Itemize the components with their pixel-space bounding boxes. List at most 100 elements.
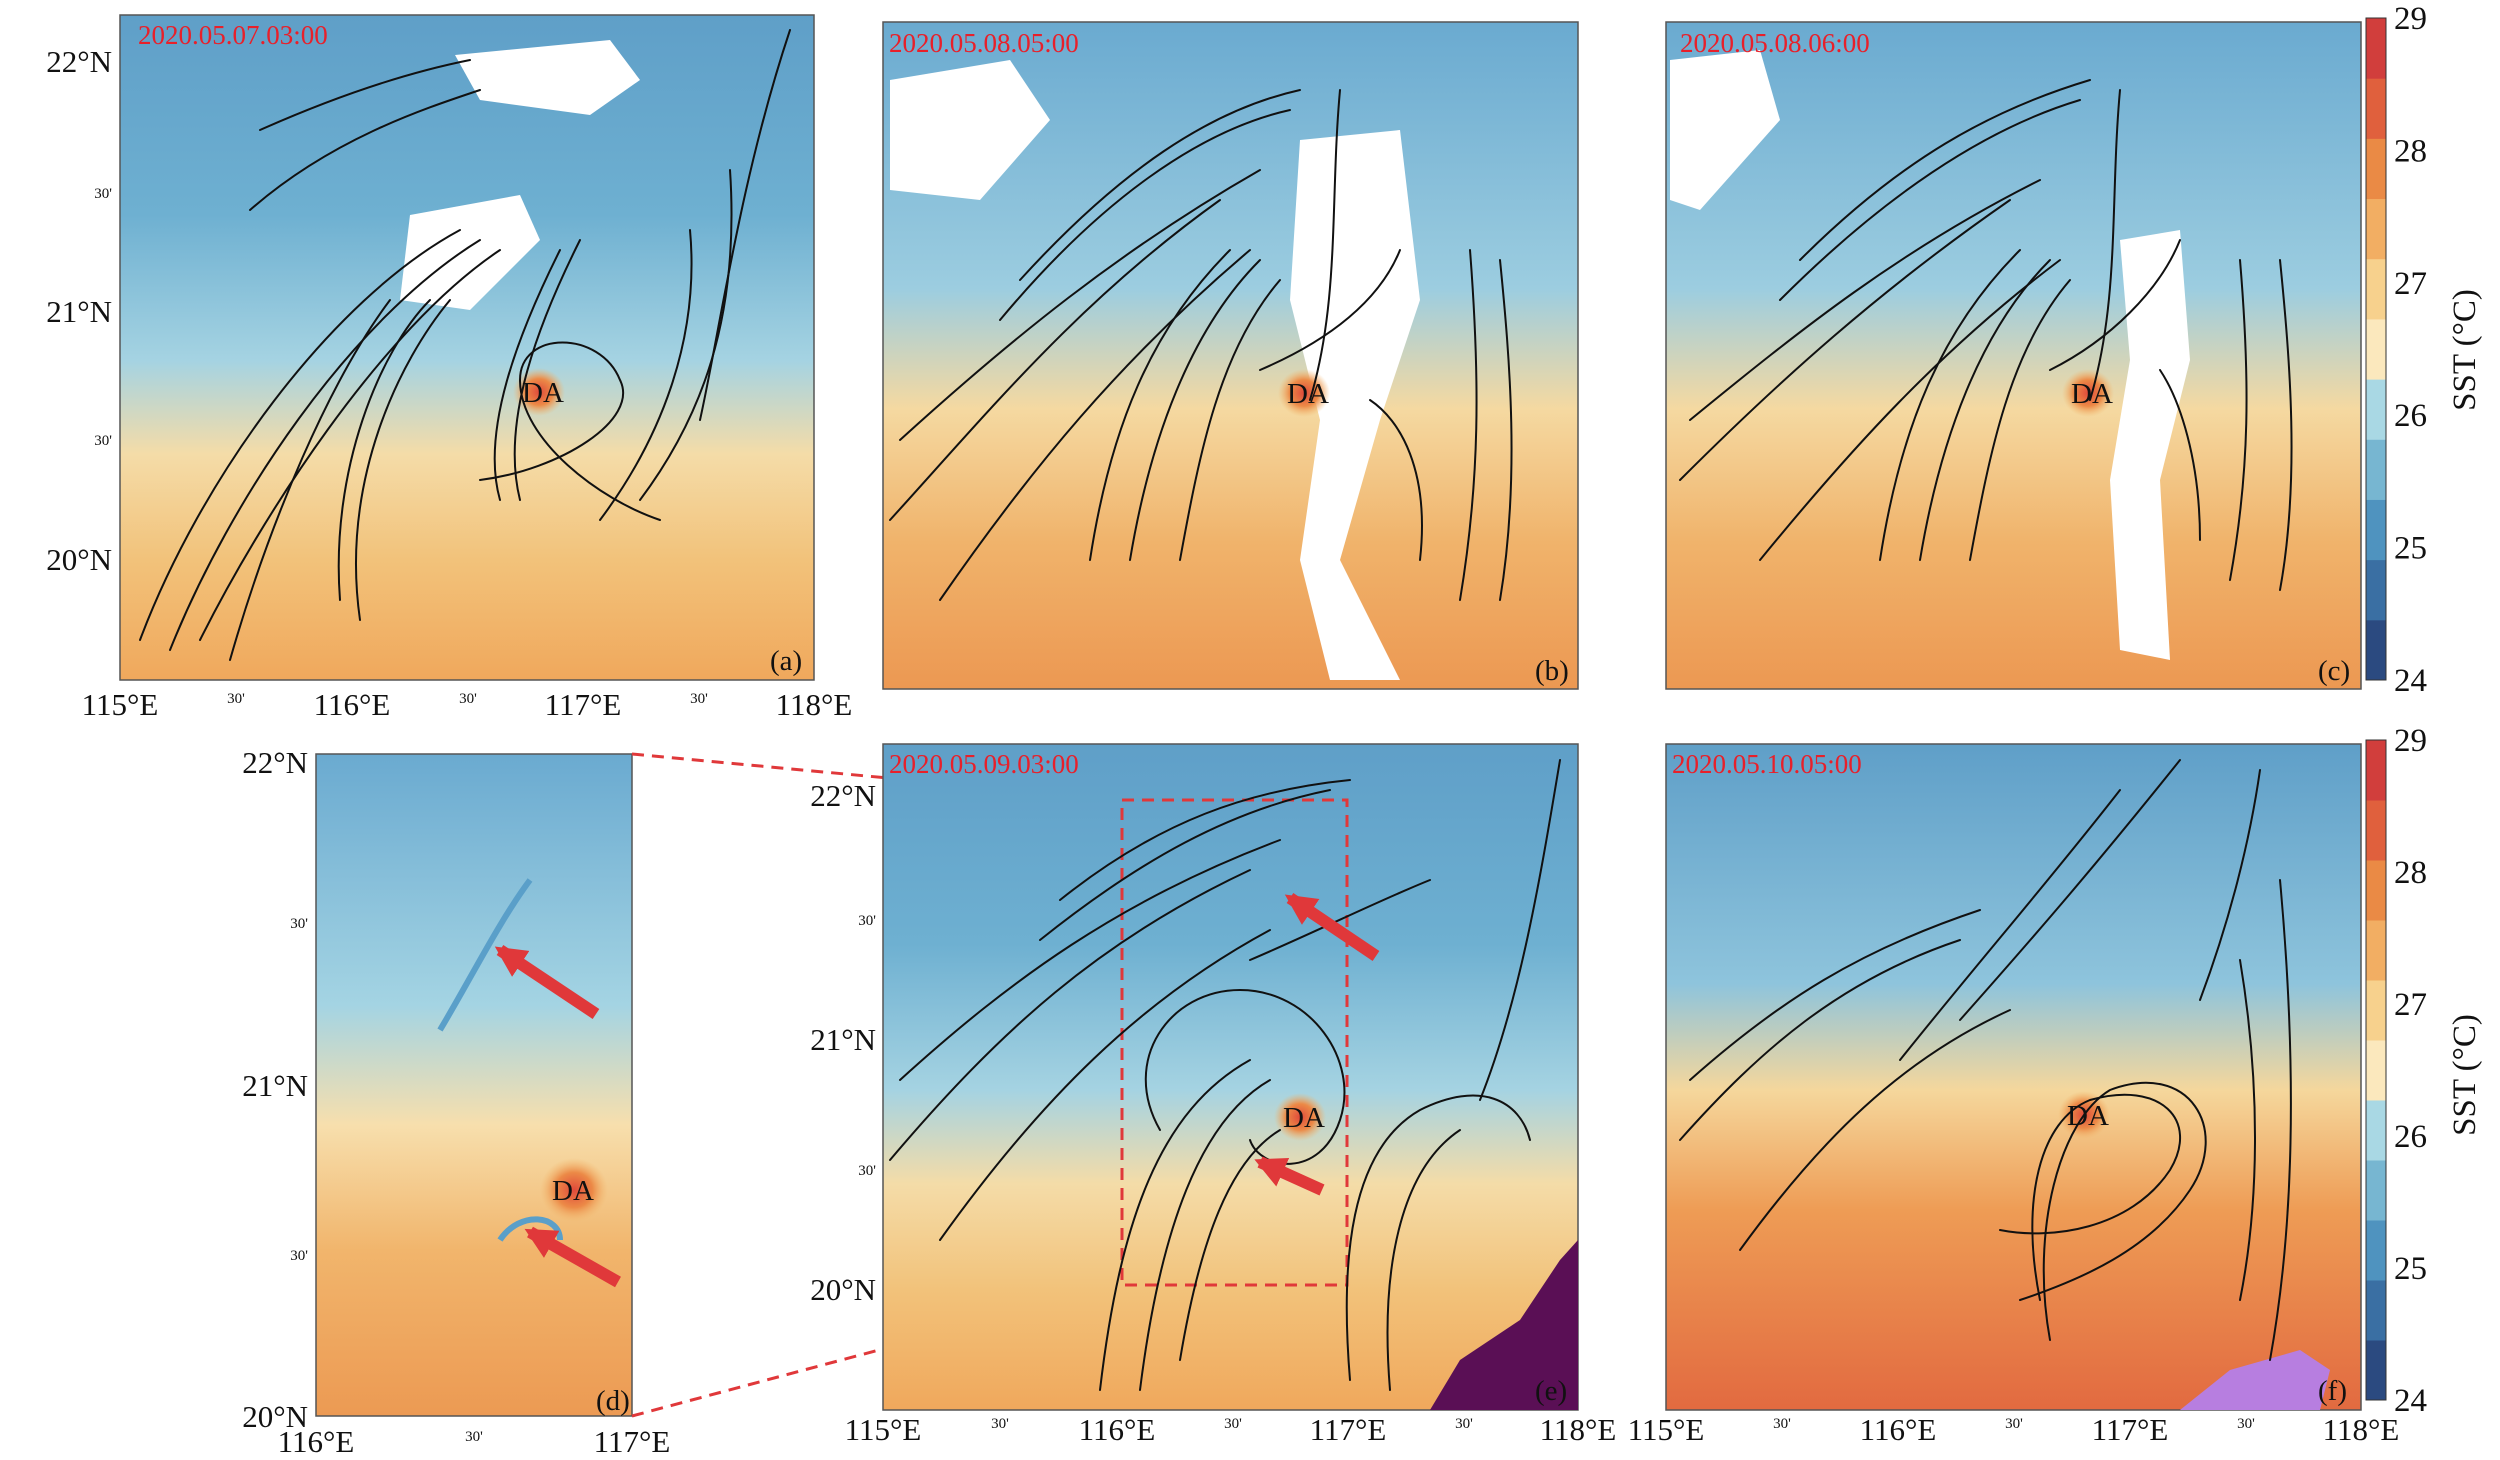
colorbar-tick-label: 27 <box>2394 987 2427 1023</box>
panel-a: 2020.05.07.03:00 DA (a) 22°N 30' 21°N 30… <box>46 14 853 722</box>
colorbar-segment <box>2366 78 2386 139</box>
colorbar-tick-label: 29 <box>2394 1 2427 37</box>
map-d-background <box>315 753 633 1417</box>
colorbar-segment <box>2366 1160 2386 1221</box>
panel-label-a: (a) <box>770 645 802 677</box>
colorbar-frame <box>2365 739 2387 1401</box>
panel-label-d: (d) <box>596 1385 630 1417</box>
map-a-background <box>119 14 815 681</box>
colorbar-segment <box>2366 920 2386 981</box>
colorbar-segment <box>2366 198 2386 260</box>
lon-117-f: 117°E <box>2092 1412 2169 1447</box>
land-cloud-mask-a <box>455 40 640 115</box>
lon-115-a: 115°E <box>82 687 159 722</box>
timestamp-b: 2020.05.08.05:00 <box>889 28 1079 58</box>
colorbar-tick-label: 25 <box>2394 531 2427 567</box>
colorbar-tick-label: 24 <box>2394 663 2427 699</box>
warm-patch-f <box>2180 1350 2330 1410</box>
panel-c: 2020.05.08.06:00 DA (c) <box>1665 21 2362 690</box>
drifter-tracks-e <box>889 759 1561 1391</box>
lon-117-e: 117°E <box>1310 1412 1387 1447</box>
lon-116-a: 116°E <box>314 687 391 722</box>
eddy-label-c: DA <box>2071 378 2113 410</box>
panel-label-c: (c) <box>2318 655 2350 687</box>
lat-22-d: 22°N <box>242 745 308 780</box>
colorbar-segment <box>2366 1220 2386 1281</box>
colorbar-tick-label: 28 <box>2394 133 2427 169</box>
lon-min3-f: 30' <box>2237 1416 2255 1432</box>
colorbar-top: 24 25 26 27 28 29 <box>2365 1 2427 699</box>
colorbar-tick-label: 24 <box>2394 1383 2427 1419</box>
eddy-label-b: DA <box>1287 378 1329 410</box>
arrow-d1 <box>494 945 600 1019</box>
colorbar-segment <box>2366 379 2386 440</box>
zoom-box-e <box>1120 798 1349 1287</box>
eddy-label-a: DA <box>522 377 564 409</box>
colorbar-segment <box>2366 1340 2386 1401</box>
arrow-e1 <box>1284 893 1380 961</box>
lon-116-e: 116°E <box>1079 1412 1156 1447</box>
eddy-label-f: DA <box>2067 1100 2109 1132</box>
colorbar-segment <box>2366 318 2386 380</box>
lon-115-f: 115°E <box>1628 1412 1705 1447</box>
drifter-tracks-f <box>1679 759 2292 1361</box>
eddy-label-d: DA <box>552 1175 594 1207</box>
lat-min1-d: 30' <box>290 916 308 932</box>
eddy-a <box>513 368 565 416</box>
lon-116-d: 116°E <box>278 1424 355 1459</box>
lon-116-f: 116°E <box>1860 1412 1937 1447</box>
colorbar-segment <box>2366 559 2386 621</box>
lat-min2-e: 30' <box>858 1163 876 1179</box>
cloud-mask-c2 <box>2110 230 2190 660</box>
lon-min1-a: 30' <box>227 691 245 707</box>
map-f-background <box>1665 743 2362 1411</box>
lat-min2-a: 30' <box>94 433 112 449</box>
colorbar-segment <box>2366 1280 2386 1341</box>
lon-min2-f: 30' <box>2005 1416 2023 1432</box>
cloud-mask-b <box>890 60 1050 200</box>
lat-21-d: 21°N <box>242 1068 308 1103</box>
colorbar-bottom: 24 25 26 27 28 29 <box>2365 723 2427 1419</box>
panel-b: 2020.05.08.05:00 DA (b) <box>882 21 1579 690</box>
colorbar-segment <box>2366 800 2386 861</box>
panel-d: DA (d) 22°N 30' 21°N 30' 20°N 116°E 30' … <box>242 745 670 1459</box>
lat-min1-e: 30' <box>858 913 876 929</box>
cloud-mask-b2 <box>1290 130 1420 680</box>
lon-118-a: 118°E <box>776 687 853 722</box>
colorbar-top-title: SST (°C) <box>2447 289 2483 411</box>
panel-e: 2020.05.09.03:00 DA (e) 22°N 30' 21°N 30… <box>810 743 1616 1447</box>
colorbar-tick-label: 26 <box>2394 398 2427 434</box>
lon-117-a: 117°E <box>545 687 622 722</box>
lat-22-a: 22°N <box>46 44 112 79</box>
lon-min-d: 30' <box>465 1429 483 1445</box>
colorbar-tick-label: 26 <box>2394 1119 2427 1155</box>
timestamp-c: 2020.05.08.06:00 <box>1680 28 1870 58</box>
panel-label-e: (e) <box>1535 1375 1567 1407</box>
eddy-c <box>2062 369 2114 417</box>
lat-min2-d: 30' <box>290 1248 308 1264</box>
colorbar-segment <box>2366 439 2386 500</box>
cold-filament-d <box>437 878 533 1032</box>
colorbar-segment <box>2366 138 2386 200</box>
lon-min3-a: 30' <box>690 691 708 707</box>
arrow-e2 <box>1254 1156 1325 1196</box>
lon-min2-e: 30' <box>1224 1416 1242 1432</box>
eddy-e <box>1274 1093 1326 1141</box>
timestamp-a: 2020.05.07.03:00 <box>138 20 328 50</box>
lat-20-e: 20°N <box>810 1272 876 1307</box>
lat-21-a: 21°N <box>46 294 112 329</box>
colorbar-bottom-title: SST (°C) <box>2447 1014 2483 1136</box>
drifter-tracks-c <box>1679 79 2293 591</box>
colorbar-segment <box>2366 18 2386 79</box>
timestamp-e: 2020.05.09.03:00 <box>889 749 1079 779</box>
lon-117-d: 117°E <box>594 1424 671 1459</box>
lat-min1-a: 30' <box>94 186 112 202</box>
panel-f: 2020.05.10.05:00 DA (f) 115°E 30' 116°E … <box>1628 743 2399 1447</box>
eddy-b <box>1278 369 1330 417</box>
colorbar-frame <box>2365 17 2387 681</box>
lat-22-e: 22°N <box>810 778 876 813</box>
colorbar-tick-label: 27 <box>2394 266 2427 302</box>
panel-label-b: (b) <box>1535 655 1569 687</box>
lat-20-d: 20°N <box>242 1399 308 1434</box>
